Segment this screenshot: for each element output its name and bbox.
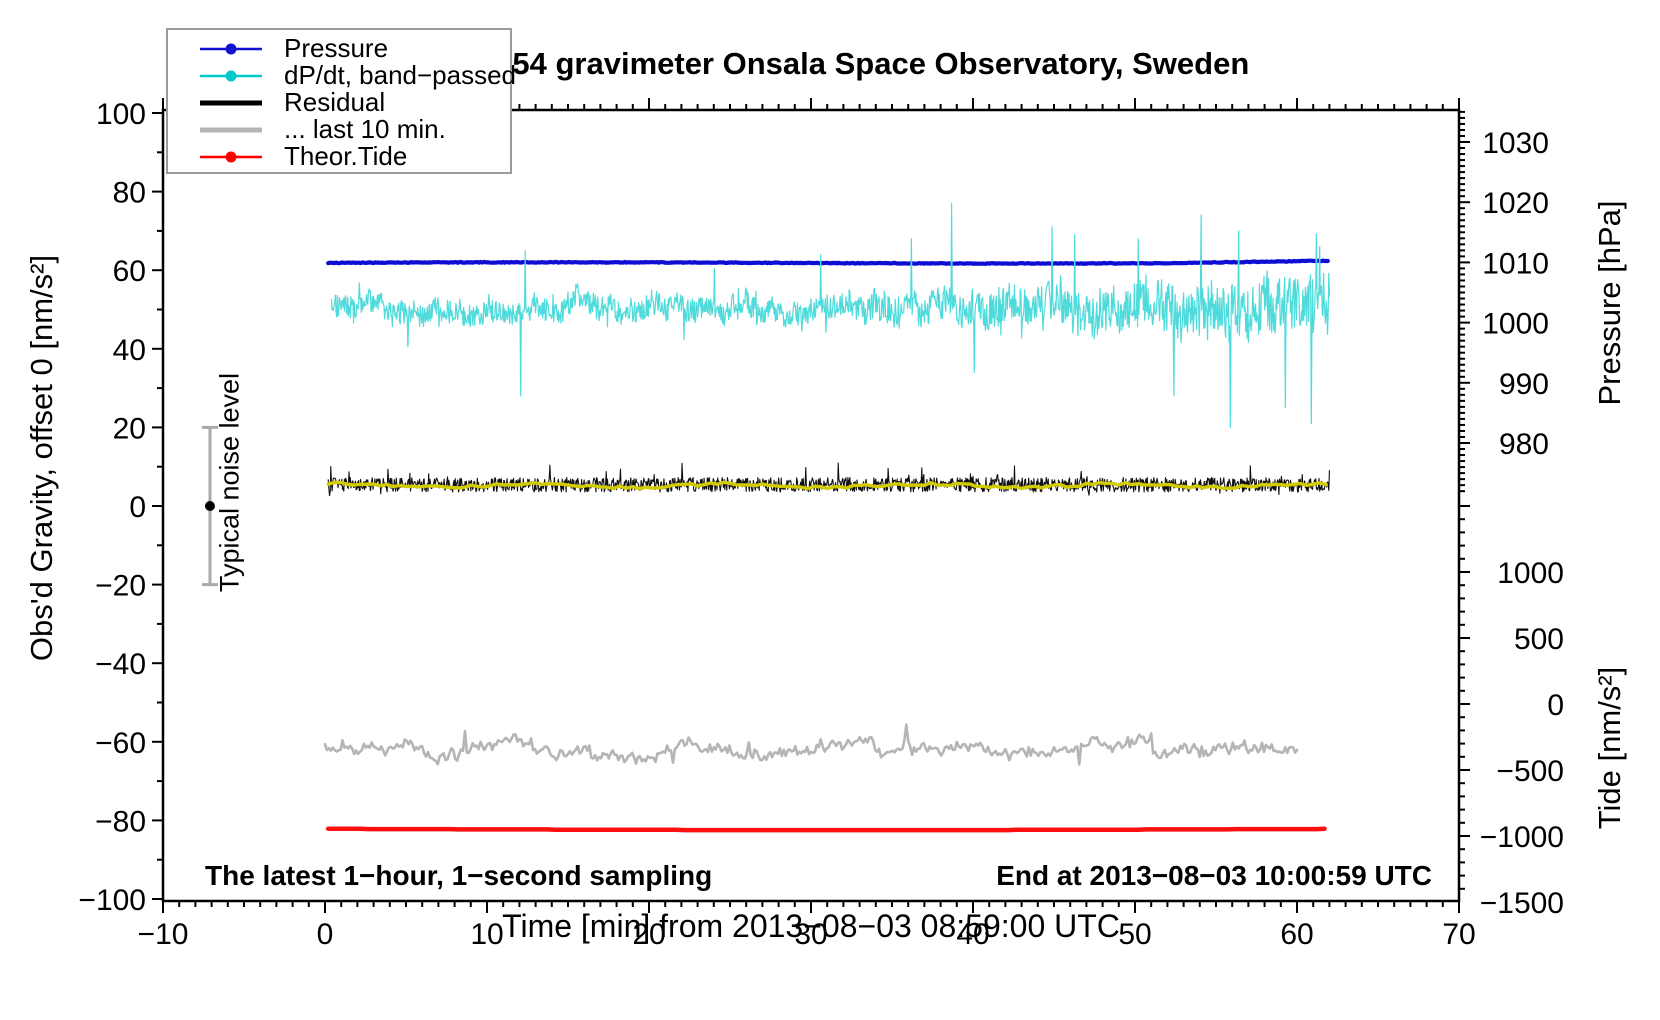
x-axis-label: Time [min] from 2013−08−03 08:59:00 UTC	[502, 908, 1120, 944]
y-axis-pressure-label: Pressure [hPa]	[1592, 200, 1627, 406]
legend-item-dpdt: dP/dt, band−passed	[168, 60, 516, 90]
tick-label: 0	[317, 918, 334, 951]
tick-label: 80	[113, 177, 146, 210]
axis-ticks	[152, 98, 1470, 913]
axis-tick-labels: −10 0 10 20 30 40 50 60 70100806040200−20−40−60−…	[78, 98, 1564, 951]
y-axis-tide-label: Tide [nm/s²]	[1592, 666, 1627, 830]
legend-item-theortide: Theor.Tide	[168, 141, 510, 171]
tick-label: 0	[1547, 689, 1564, 722]
sampling-annotation: The latest 1−hour, 1−second sampling	[205, 860, 713, 891]
tick-label: 60	[113, 255, 146, 288]
tick-label: 0	[129, 491, 146, 524]
theortide-line-icon	[200, 151, 262, 162]
tick-label: 980	[1499, 428, 1549, 461]
series-dp-dt-band-passed	[330, 202, 1331, 428]
tick-label: −1000	[1480, 821, 1564, 854]
series-theor-tide	[325, 826, 1327, 833]
y-axis-left-label: Obs'd Gravity, offset 0 [nm/s²]	[24, 254, 59, 662]
tick-label: 990	[1499, 368, 1549, 401]
last10min-line-icon	[200, 127, 262, 132]
series-pressure	[326, 258, 1330, 266]
tick-label: −20	[95, 570, 146, 603]
noise-level-marker	[201, 425, 218, 587]
chart-title: SCG_054 gravimeter Onsala Space Observat…	[410, 46, 1250, 81]
legend-item-pressure: Pressure	[168, 33, 510, 63]
legend-label: dP/dt, band−passed	[284, 60, 517, 90]
tick-label: 1010	[1482, 247, 1549, 280]
series-residual-smoothed	[326, 480, 1328, 491]
pressure-line-icon	[200, 43, 262, 54]
series--last-10-min-	[323, 723, 1299, 766]
tick-label: 1020	[1482, 187, 1549, 220]
tick-label: 30	[794, 918, 827, 951]
legend-item-residual: Residual	[168, 87, 510, 117]
legend: Pressure dP/dt, band−passed Residual ...…	[166, 28, 516, 174]
tick-label: 1000	[1497, 557, 1564, 590]
tick-label: 1030	[1482, 127, 1549, 160]
residual-line-icon	[200, 100, 262, 105]
tick-label: 1000	[1482, 308, 1549, 341]
end-time-annotation: End at 2013−08−03 10:00:59 UTC	[996, 860, 1432, 891]
legend-label: Theor.Tide	[284, 141, 408, 171]
tick-label: 40	[113, 334, 146, 367]
tick-label: −40	[95, 648, 146, 681]
tick-label: −10	[138, 918, 189, 951]
tick-label: −60	[95, 727, 146, 760]
noise-level-label: Typical noise level	[214, 372, 245, 593]
tick-label: −100	[78, 884, 146, 917]
tick-label: 50	[1118, 918, 1151, 951]
tick-label: 70	[1442, 918, 1475, 951]
series-residual	[327, 462, 1330, 497]
legend-label: Residual	[284, 87, 386, 117]
tick-label: 20	[632, 918, 665, 951]
tick-label: 40	[956, 918, 989, 951]
legend-label: ... last 10 min.	[284, 114, 446, 144]
plot-frame	[161, 108, 1461, 903]
legend-label: Pressure	[284, 33, 389, 63]
dpdt-line-icon	[200, 70, 262, 81]
tick-label: −1500	[1480, 887, 1564, 920]
tick-label: 20	[113, 412, 146, 445]
legend-item-last10min: ... last 10 min.	[168, 114, 510, 144]
tick-label: 100	[96, 98, 146, 131]
tick-label: 60	[1280, 918, 1313, 951]
tick-label: −500	[1496, 755, 1564, 788]
tick-label: −80	[95, 805, 146, 838]
tick-label: 10	[470, 918, 503, 951]
tick-label: 500	[1514, 623, 1564, 656]
